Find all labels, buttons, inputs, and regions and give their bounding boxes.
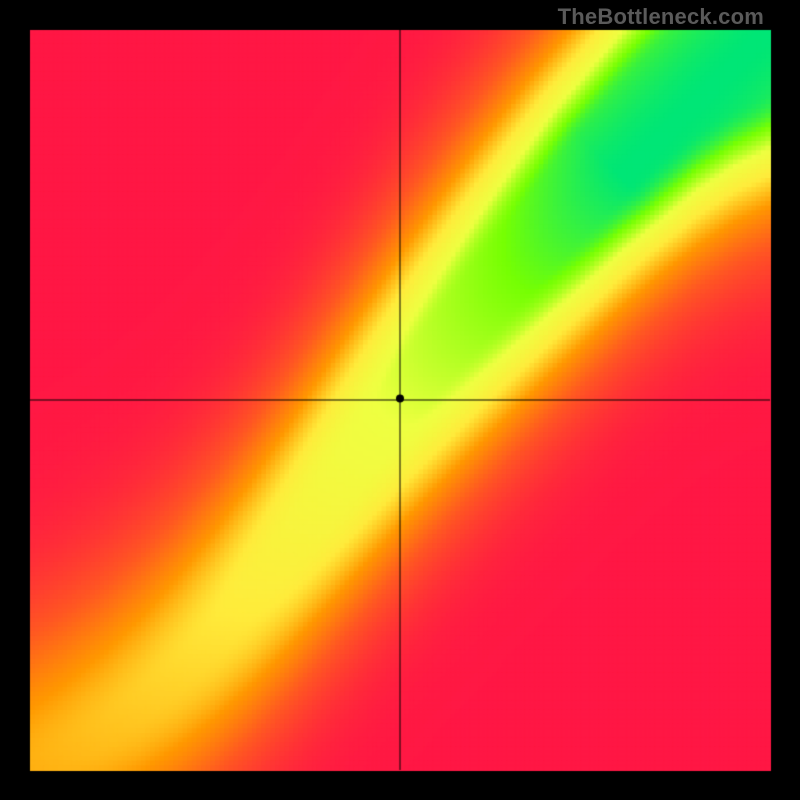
watermark-text: TheBottleneck.com xyxy=(558,4,764,30)
chart-container: TheBottleneck.com xyxy=(0,0,800,800)
bottleneck-heatmap xyxy=(0,0,800,800)
